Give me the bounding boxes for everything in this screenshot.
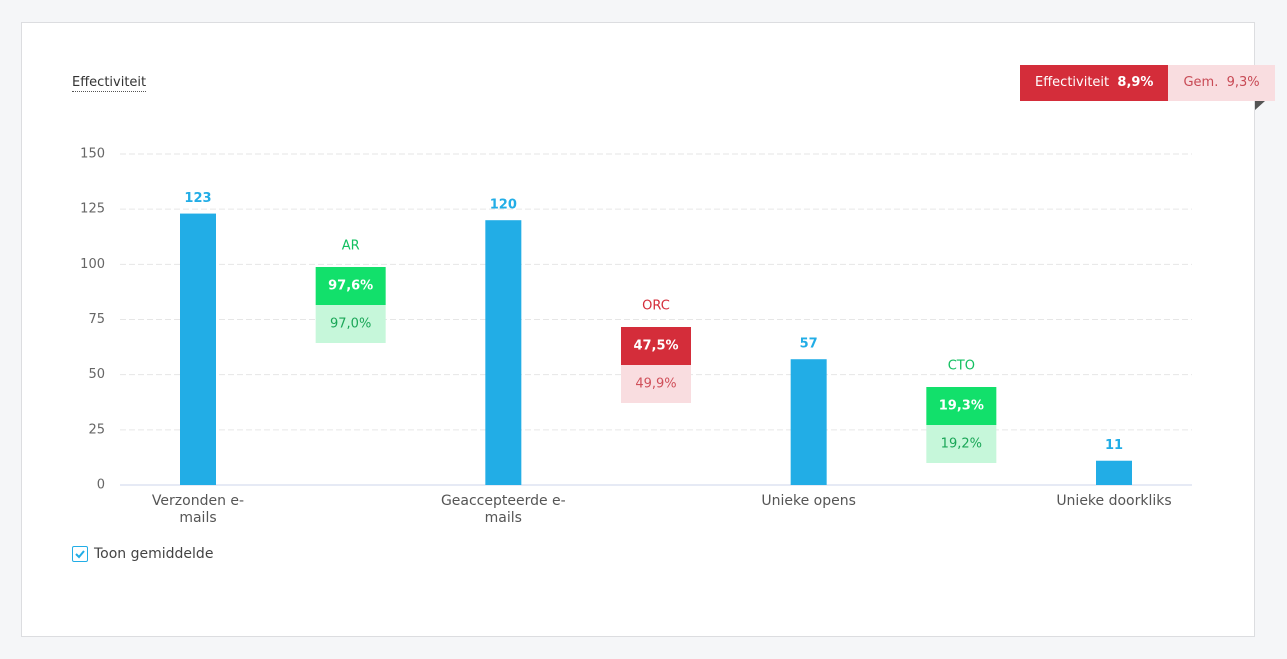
rate-name: ORC <box>642 299 670 314</box>
badge-current: Effectiviteit 8,9% <box>1020 65 1169 101</box>
x-tick-label: Geaccepteerde e-mails <box>440 493 566 526</box>
rate-average-box <box>621 365 691 403</box>
rate-label: 97,6% <box>328 279 373 294</box>
value-label: 57 <box>800 337 818 352</box>
y-tick-label: 75 <box>88 312 105 327</box>
y-tick-label: 100 <box>80 257 105 272</box>
bar <box>1096 460 1132 485</box>
effectiveness-badge: Effectiviteit 8,9% Gem. 9,3% <box>1020 65 1275 101</box>
y-tick-label: 50 <box>88 367 105 382</box>
x-tick-label: Verzonden e-mails <box>151 493 245 526</box>
rate-average-box <box>315 305 386 343</box>
badge-avg-label: Gem. <box>1183 75 1219 90</box>
checkbox-label: Toon gemiddelde <box>94 546 214 562</box>
show-average-toggle[interactable]: Toon gemiddelde <box>72 546 213 562</box>
badge-value: 8,9% <box>1117 75 1154 90</box>
y-tick-label: 150 <box>80 147 105 162</box>
rate-average-label: 49,9% <box>635 377 676 392</box>
bar <box>790 359 827 485</box>
y-tick-label: 25 <box>88 422 105 437</box>
rate-average-label: 19,2% <box>941 437 982 452</box>
widget-title: Effectiviteit <box>72 75 147 92</box>
rate-name: CTO <box>948 359 975 374</box>
bar <box>180 213 216 485</box>
rate-label: 47,5% <box>633 339 678 354</box>
x-tick-label: Unieke opens <box>761 493 856 509</box>
rate-box <box>315 267 386 305</box>
bar <box>485 220 522 485</box>
rate-box <box>926 387 997 425</box>
value-label: 11 <box>1105 438 1123 453</box>
value-label: 123 <box>184 191 211 206</box>
checkbox[interactable] <box>72 546 88 562</box>
rate-average-box <box>926 425 997 463</box>
rate-name: AR <box>342 239 360 254</box>
rate-box <box>621 327 691 365</box>
rate-average-label: 97,0% <box>330 317 371 332</box>
badge-corner <box>1255 101 1265 110</box>
rate-label: 19,3% <box>939 399 984 414</box>
badge-avg-value: 9,3% <box>1226 75 1260 90</box>
y-tick-label: 125 <box>80 202 105 217</box>
check-icon <box>75 550 85 559</box>
badge-average: Gem. 9,3% <box>1168 65 1275 101</box>
y-tick-label: 0 <box>97 478 105 493</box>
value-label: 120 <box>490 198 517 213</box>
x-tick-label: Unieke doorkliks <box>1056 493 1172 509</box>
badge-label: Effectiviteit <box>1035 75 1110 90</box>
